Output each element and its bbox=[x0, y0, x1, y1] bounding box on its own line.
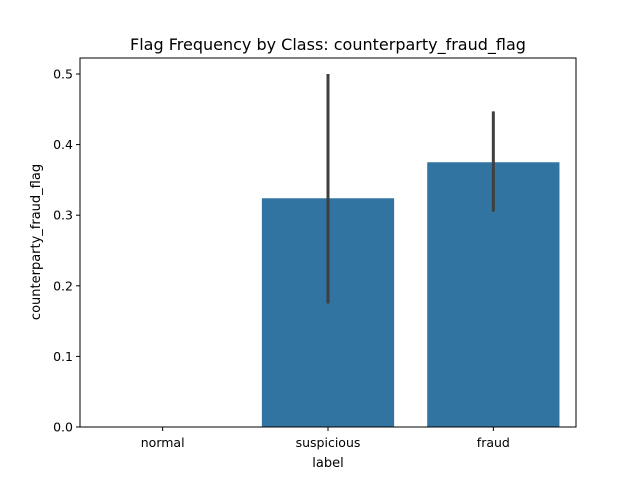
x-axis-ticks: normal suspicious fraud bbox=[141, 427, 510, 450]
x-tick-label-normal: normal bbox=[141, 435, 185, 450]
y-axis-label: counterparty_fraud_flag bbox=[29, 164, 44, 320]
y-axis-ticks: 0.0 0.1 0.2 0.3 0.4 0.5 bbox=[53, 67, 80, 435]
chart-title: Flag Frequency by Class: counterparty_fr… bbox=[130, 35, 526, 55]
x-tick-label-fraud: fraud bbox=[477, 435, 510, 450]
error-bars-layer bbox=[326, 74, 495, 304]
y-tick-label: 0.0 bbox=[53, 420, 73, 435]
y-tick-label: 0.5 bbox=[53, 67, 73, 82]
y-tick-label: 0.4 bbox=[53, 137, 73, 152]
x-axis-label: label bbox=[312, 456, 343, 471]
y-tick-label: 0.2 bbox=[53, 278, 73, 293]
x-tick-label-suspicious: suspicious bbox=[296, 435, 361, 450]
y-tick-label: 0.1 bbox=[53, 349, 73, 364]
y-tick-label: 0.3 bbox=[53, 208, 73, 223]
